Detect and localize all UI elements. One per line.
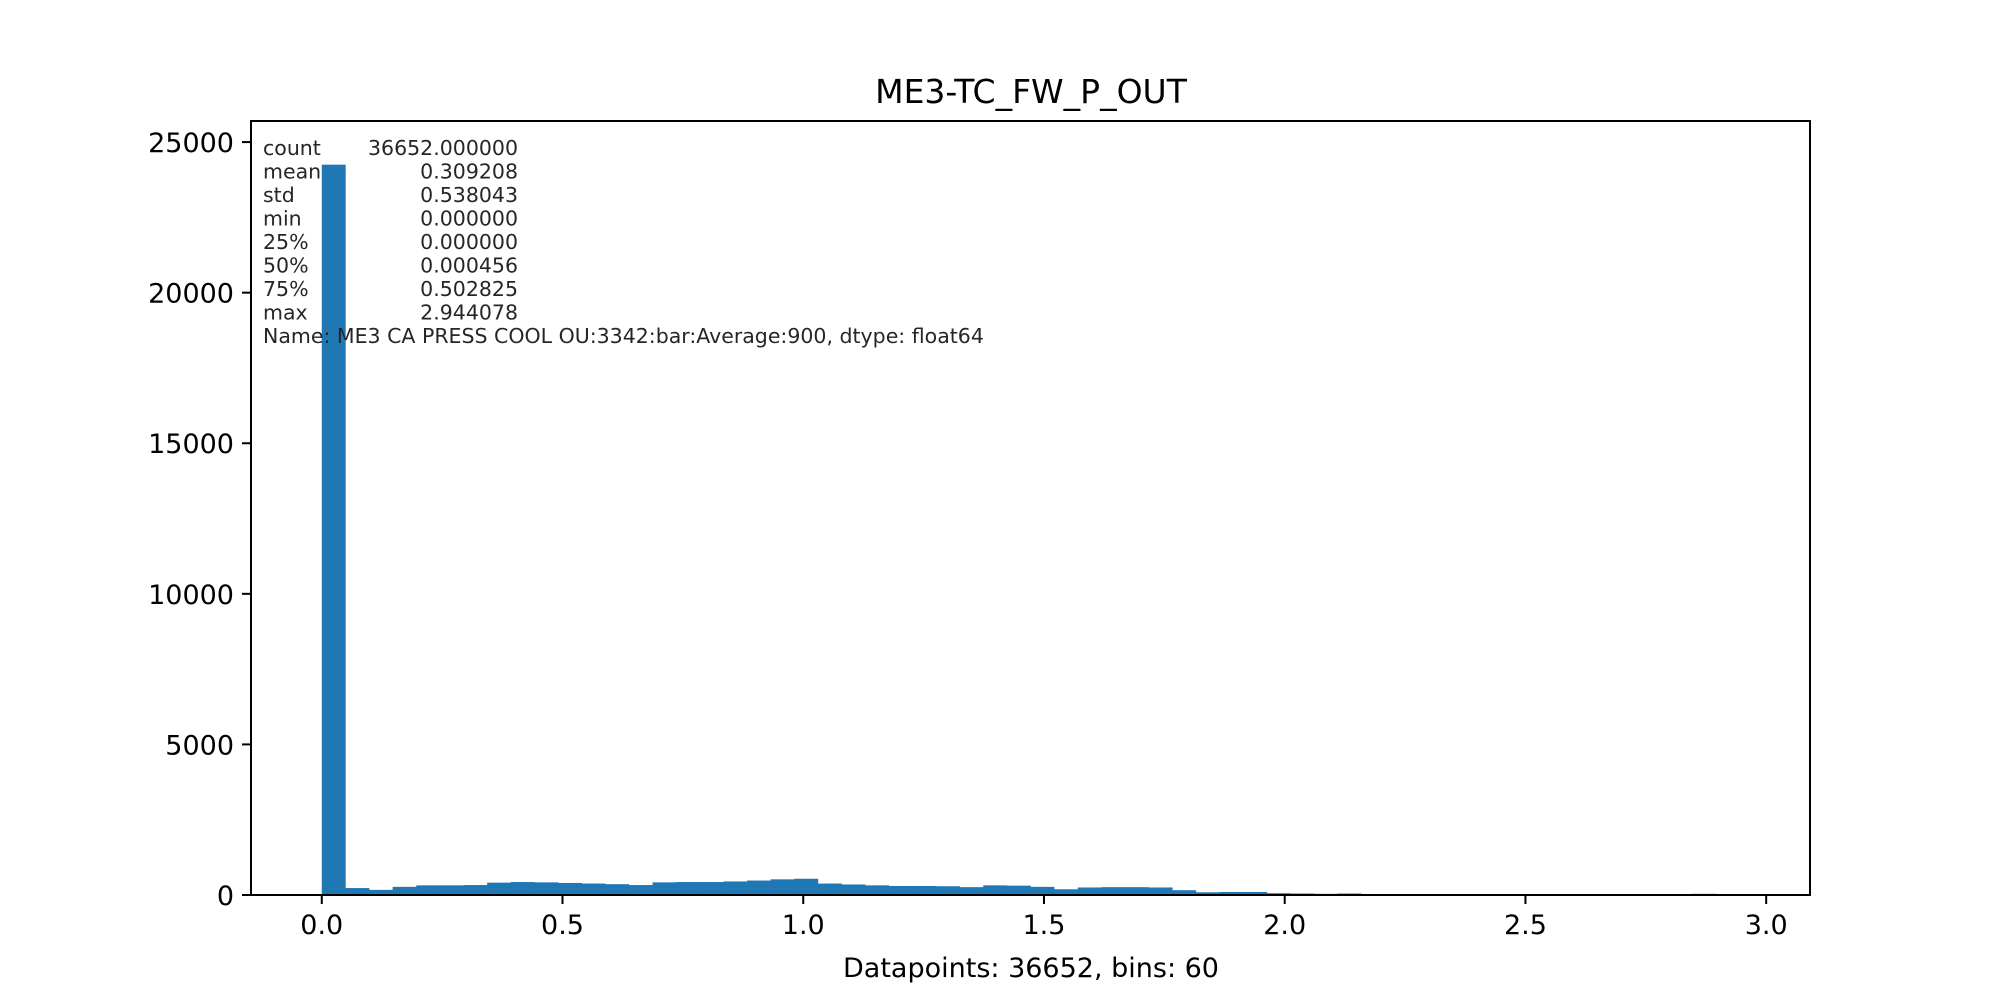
histogram-bar <box>392 886 417 895</box>
histogram-bar <box>558 882 582 895</box>
histogram-bar <box>699 882 724 895</box>
histogram-bar <box>1077 887 1102 895</box>
histogram-bar <box>439 885 464 895</box>
stats-annotation: count 36652.000000 mean 0.309208 std 0.538043… <box>263 136 984 348</box>
histogram-bar <box>676 882 701 895</box>
histogram-bar <box>416 885 441 895</box>
stats-key: 25% <box>263 230 309 254</box>
histogram-bar <box>345 888 370 895</box>
histogram-bar <box>487 882 512 895</box>
stats-value: 0.502825 <box>420 277 518 301</box>
histogram-bar <box>794 878 819 895</box>
histogram-bar <box>841 884 866 895</box>
histogram-bar <box>983 885 1008 895</box>
histogram-bar <box>1101 887 1126 895</box>
stats-footer: Name: ME3 CA PRESS COOL OU:3342:bar:Aver… <box>263 324 984 348</box>
stats-value: 36652.000000 <box>368 136 518 160</box>
histogram-bar <box>1219 891 1244 895</box>
histogram-bar <box>1054 889 1079 895</box>
x-tick-label: 1.5 <box>1023 910 1066 941</box>
y-tick-label: 25000 <box>148 128 234 159</box>
stats-value: 2.944078 <box>420 301 518 325</box>
stats-key: 75% <box>263 277 309 301</box>
bars-group <box>321 164 1740 896</box>
histogram-bar <box>628 885 653 895</box>
histogram-bar <box>1030 886 1055 895</box>
stats-key: max <box>263 301 308 325</box>
histogram-bar <box>770 879 795 895</box>
y-tick-label: 0 <box>217 881 234 912</box>
histogram-bar <box>534 882 559 895</box>
stats-key: mean <box>263 160 321 184</box>
y-tick-label: 15000 <box>148 429 234 460</box>
x-tick-label: 2.0 <box>1263 910 1306 941</box>
x-axis: 0.0 0.5 1.0 1.5 2.0 2.5 3.0 <box>300 895 1788 941</box>
histogram-bar <box>1172 890 1197 895</box>
histogram-bar <box>817 883 842 895</box>
histogram-bar <box>463 885 488 895</box>
x-tick-label: 2.5 <box>1504 910 1547 941</box>
stats-value: 0.000456 <box>420 254 518 278</box>
x-axis-label: Datapoints: 36652, bins: 60 <box>843 953 1219 984</box>
stats-key: count <box>263 136 321 160</box>
histogram-bar <box>605 884 630 895</box>
stats-key: 50% <box>263 254 309 278</box>
stats-key: std <box>263 183 295 207</box>
y-axis: 0 5000 10000 15000 20000 25000 <box>148 128 251 912</box>
y-tick-label: 20000 <box>148 279 234 310</box>
stats-value: 0.309208 <box>420 160 518 184</box>
histogram-bar <box>369 889 393 895</box>
chart-title: ME3-TC_FW_P_OUT <box>875 72 1188 111</box>
stats-value: 0.538043 <box>420 183 518 207</box>
x-tick-label: 0.5 <box>541 910 584 941</box>
histogram-bar <box>723 881 748 895</box>
histogram-bar <box>1148 887 1173 895</box>
x-tick-label: 0.0 <box>300 910 343 941</box>
histogram-bar <box>1243 891 1268 895</box>
histogram-bar <box>1006 885 1031 895</box>
plot-frame <box>250 120 1811 896</box>
y-tick-label: 10000 <box>148 580 234 611</box>
histogram-bar <box>936 886 960 895</box>
histogram-bar <box>888 885 913 895</box>
histogram-bar <box>1125 887 1149 895</box>
histogram-bar <box>959 887 984 895</box>
histogram-bar <box>510 882 535 895</box>
histogram-bar <box>747 880 771 895</box>
histogram-bar <box>321 164 346 896</box>
histogram-bar <box>652 882 677 895</box>
histogram-bar <box>1195 892 1220 895</box>
y-tick-label: 5000 <box>165 730 234 761</box>
histogram-bar <box>865 885 890 895</box>
stats-key: min <box>263 207 302 231</box>
x-tick-label: 3.0 <box>1745 910 1788 941</box>
histogram-bar <box>581 883 606 895</box>
x-tick-label: 1.0 <box>782 910 825 941</box>
histogram-bar <box>912 885 937 895</box>
stats-value: 0.000000 <box>420 230 518 254</box>
stats-value: 0.000000 <box>420 207 518 231</box>
